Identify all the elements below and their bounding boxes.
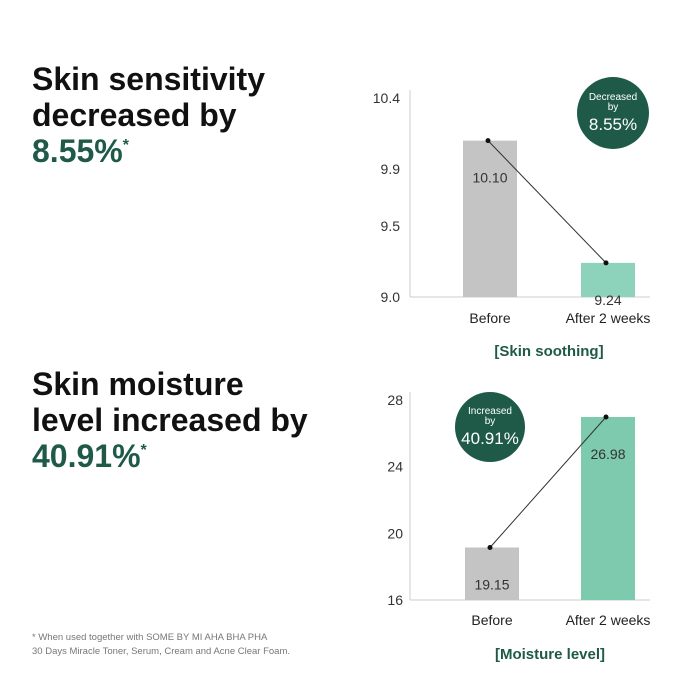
headline: level increased by [32, 402, 308, 438]
trend-dot [485, 138, 491, 144]
y-tick-label: 10.4 [373, 90, 400, 106]
value-label: 19.15 [474, 577, 509, 593]
headline-highlight: 40.91%* [32, 438, 148, 474]
badge-text: Decreased [589, 92, 637, 103]
value-label: 9.24 [594, 292, 621, 308]
headline: decreased by [32, 97, 237, 133]
y-tick-label: 20 [387, 525, 403, 541]
category-label: Before [471, 612, 512, 628]
highlight: 40.91% [32, 438, 141, 474]
badge-value: 40.91% [461, 429, 519, 448]
badge-value: 8.55% [589, 115, 637, 134]
y-tick-label: 28 [387, 392, 403, 408]
category-label: After 2 weeks [566, 612, 651, 628]
trend-dot [603, 414, 609, 420]
highlight: 8.55% [32, 133, 123, 169]
value-label: 26.98 [590, 446, 625, 462]
trend-dot [603, 260, 609, 266]
caption: [Skin soothing] [494, 343, 603, 360]
note-mark: * [141, 442, 148, 459]
footnote: 30 Days Miracle Toner, Serum, Cream and … [32, 646, 290, 657]
value-label: 10.10 [472, 170, 507, 186]
headline: Skin moisture [32, 366, 244, 402]
headline-highlight: 8.55%* [32, 133, 130, 169]
badge-text: by [485, 416, 496, 427]
y-tick-label: 9.0 [381, 289, 401, 305]
bar [581, 417, 635, 600]
badge-text: by [608, 102, 619, 113]
headline: Skin sensitivity [32, 61, 265, 97]
trend-dot [487, 545, 493, 550]
note-mark: * [123, 137, 130, 154]
badge [577, 77, 649, 149]
category-label: After 2 weeks [566, 310, 651, 326]
trend-line [489, 416, 607, 548]
y-tick-label: 9.5 [381, 218, 401, 234]
category-label: Before [469, 310, 510, 326]
bar [581, 262, 635, 297]
badge-text: Increased [468, 406, 512, 417]
bar [463, 140, 517, 297]
y-tick-label: 16 [387, 592, 403, 608]
y-tick-label: 9.9 [381, 161, 401, 177]
caption: [Moisture level] [495, 646, 605, 663]
badge [455, 392, 525, 462]
bar [465, 547, 519, 600]
footnote: * When used together with SOME BY MI AHA… [32, 632, 268, 643]
y-tick-label: 24 [387, 459, 403, 475]
trend-line [487, 140, 607, 264]
